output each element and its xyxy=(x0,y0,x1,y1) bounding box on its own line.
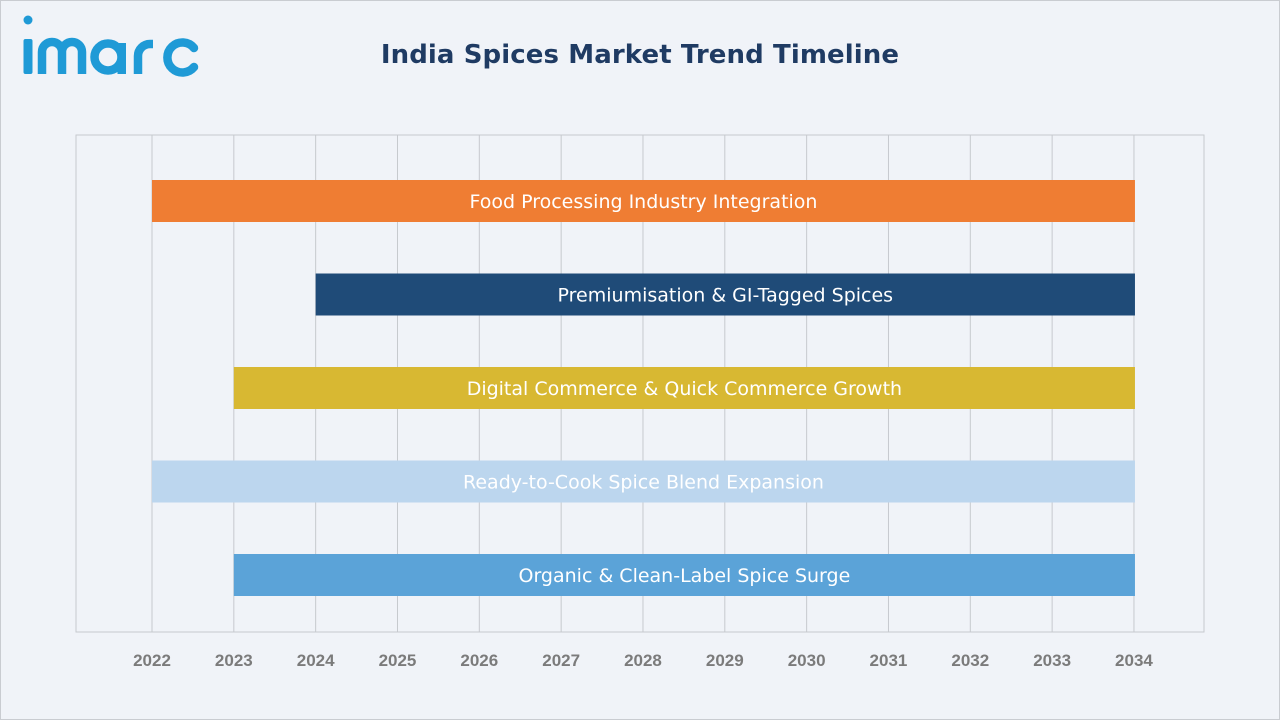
timeline-bar-label-2: Premiumisation & GI-Tagged Spices xyxy=(558,285,894,307)
x-tick-label-2032: 2032 xyxy=(951,651,989,670)
x-tick-label-2023: 2023 xyxy=(215,651,253,670)
x-tick-label-2029: 2029 xyxy=(706,651,744,670)
x-tick-label-2025: 2025 xyxy=(379,651,417,670)
x-tick-label-2031: 2031 xyxy=(870,651,908,670)
timeline-bar-label-3: Digital Commerce & Quick Commerce Growth xyxy=(467,378,902,400)
timeline-bar-1 xyxy=(152,180,1135,222)
timeline-bar-label-5: Organic & Clean-Label Spice Surge xyxy=(519,565,851,587)
timeline-bar-3 xyxy=(233,367,1135,409)
x-tick-label-2022: 2022 xyxy=(133,651,171,670)
x-tick-label-2028: 2028 xyxy=(624,651,662,670)
x-tick-label-2033: 2033 xyxy=(1033,651,1071,670)
timeline-bar-5 xyxy=(233,554,1135,596)
imarc-logo xyxy=(23,15,199,77)
timeline-bar-label-4: Ready-to-Cook Spice Blend Expansion xyxy=(463,472,824,494)
x-tick-label-2030: 2030 xyxy=(788,651,826,670)
timeline-bar-2 xyxy=(315,273,1135,316)
x-tick-label-2024: 2024 xyxy=(297,651,335,670)
x-tick-label-2027: 2027 xyxy=(542,651,580,670)
chart-title: India Spices Market Trend Timeline xyxy=(380,40,900,70)
timeline-bar-label-1: Food Processing Industry Integration xyxy=(469,191,817,213)
x-tick-label-2026: 2026 xyxy=(460,651,498,670)
x-tick-label-2034: 2034 xyxy=(1115,651,1153,670)
timeline-bar-4 xyxy=(152,460,1135,503)
